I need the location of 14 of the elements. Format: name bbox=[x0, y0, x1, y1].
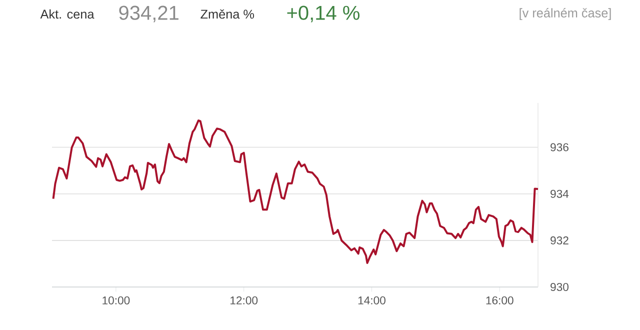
text: [v reálném čase] bbox=[520, 8, 611, 20]
text: 934,21 bbox=[119, 6, 178, 22]
x-tick-label: 14:00 bbox=[358, 296, 386, 304]
y-tick-label: 934 bbox=[550, 190, 569, 198]
x-tick-label: 12:00 bbox=[230, 296, 258, 304]
text: Akt. cena bbox=[40, 9, 94, 19]
line-series bbox=[52, 119, 539, 264]
text: Změna % bbox=[200, 9, 254, 19]
text: +0,14 % bbox=[287, 6, 360, 22]
y-tick-label: 932 bbox=[550, 236, 568, 244]
y-tick-label: 936 bbox=[550, 143, 568, 152]
x-tick-label: 10:00 bbox=[102, 296, 130, 304]
x-tick-label: 16:00 bbox=[486, 296, 514, 304]
y-tick-label: 930 bbox=[550, 282, 568, 292]
